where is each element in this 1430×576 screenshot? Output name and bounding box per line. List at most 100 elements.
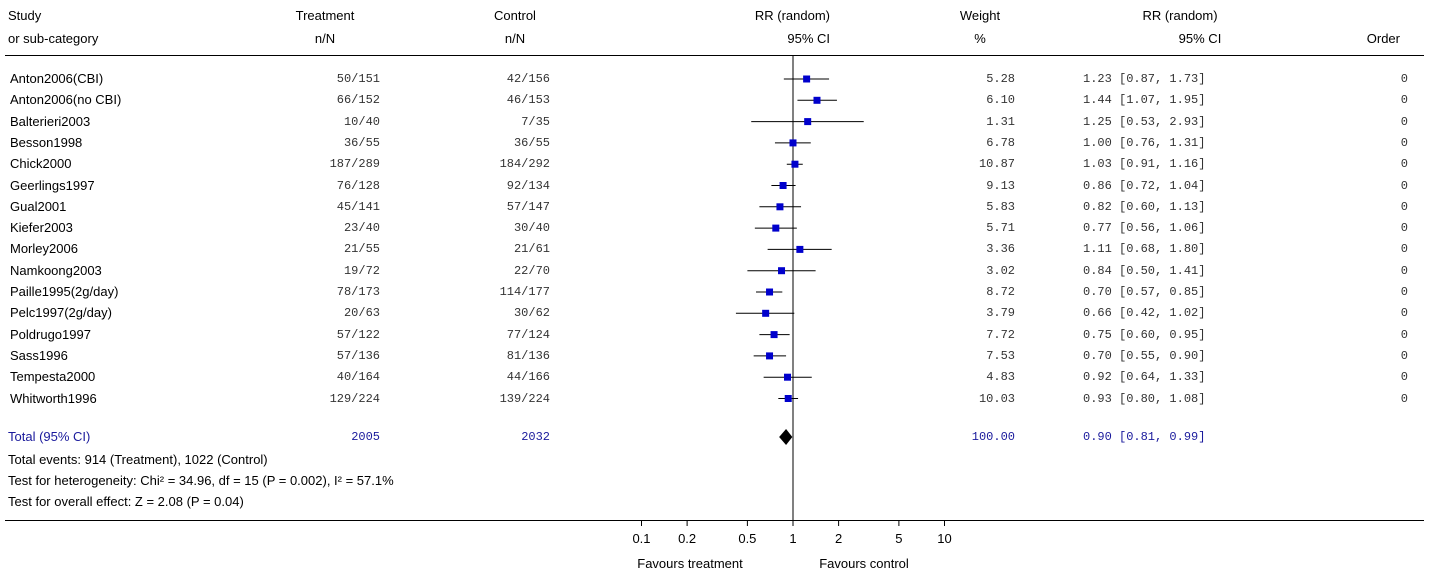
study-name: Anton2006(no CBI) (10, 92, 122, 108)
study-treatment: 19/72 (343, 263, 380, 278)
study-weight: 5.28 (986, 72, 1015, 86)
study-weight: 6.78 (986, 135, 1015, 150)
study-order: 0 (1400, 178, 1408, 193)
effect-marker (766, 288, 774, 296)
study-name: Gual2001 (10, 198, 67, 214)
effect-marker (772, 224, 780, 232)
study-order: 0 (1400, 370, 1408, 385)
favours-control-label: Favours control (819, 556, 909, 571)
study-weight: 7.53 (986, 348, 1015, 363)
study-name: Kiefer2003 (10, 220, 73, 236)
study-control: 30/62 (513, 306, 550, 321)
effect-marker (776, 203, 784, 211)
study-ci-text: 1.23 [0.87, 1.73] (1083, 72, 1206, 86)
study-ci-text: 1.03 [0.91, 1.16] (1083, 157, 1206, 172)
study-treatment: 20/63 (343, 306, 380, 321)
total-treatment: 2005 (351, 430, 380, 444)
study-order: 0 (1400, 285, 1408, 299)
study-name: Morley2006 (10, 241, 78, 257)
study-order: 0 (1400, 221, 1408, 236)
study-order: 0 (1400, 135, 1408, 150)
study-order: 0 (1400, 306, 1408, 321)
study-weight: 8.72 (986, 285, 1015, 299)
study-weight: 10.87 (978, 157, 1015, 172)
effect-marker (796, 245, 804, 253)
axis-tick-label: 0.1 (632, 531, 650, 546)
bottom-rule (5, 520, 1424, 521)
study-ci-text: 0.84 [0.50, 1.41] (1083, 263, 1206, 278)
study-weight: 3.79 (986, 306, 1015, 321)
study-order: 0 (1400, 391, 1408, 406)
study-name: Geerlings1997 (10, 177, 95, 193)
effect-marker (803, 75, 811, 83)
header-weight: Weight (959, 8, 1001, 23)
study-control: 46/153 (506, 93, 550, 108)
study-treatment: 21/55 (343, 242, 380, 257)
study-weight: 9.13 (986, 178, 1015, 193)
header-rr-plot-sub: 95% CI (787, 31, 830, 46)
effect-marker (791, 160, 799, 168)
study-weight: 1.31 (986, 114, 1015, 129)
favours-treatment-label: Favours treatment (637, 556, 743, 571)
study-treatment: 45/141 (336, 199, 380, 214)
axis-tick-label: 5 (895, 531, 902, 546)
study-treatment: 66/152 (336, 93, 380, 108)
study-ci-text: 1.44 [1.07, 1.95] (1083, 93, 1206, 108)
study-control: 139/224 (499, 391, 550, 406)
study-order: 0 (1400, 114, 1408, 129)
header-order: Order (1366, 31, 1400, 46)
study-name: Chick2000 (10, 156, 72, 172)
study-ci-text: 1.25 [0.53, 2.93] (1083, 114, 1206, 129)
study-weight: 10.03 (978, 391, 1015, 406)
footnote-events: Total events: 914 (Treatment), 1022 (Con… (8, 452, 268, 467)
study-control: 44/166 (506, 370, 550, 385)
axis-tick-label: 10 (937, 531, 951, 546)
header-rr-text-sub: 95% CI (1178, 31, 1222, 46)
study-name: Paille1995(2g/day) (10, 284, 119, 299)
study-order: 0 (1400, 242, 1408, 257)
study-order: 0 (1400, 327, 1408, 342)
study-name: Whitworth1996 (10, 390, 97, 406)
study-ci-text: 1.11 [0.68, 1.80] (1083, 242, 1206, 257)
study-ci-text: 0.86 [0.72, 1.04] (1083, 178, 1206, 193)
header-rule (5, 55, 1424, 56)
header-study: Study (8, 8, 42, 23)
study-weight: 3.36 (986, 242, 1015, 257)
study-order: 0 (1400, 263, 1408, 278)
effect-marker (789, 139, 797, 147)
header-study-sub: or sub-category (8, 31, 99, 46)
axis-tick-label: 1 (789, 531, 796, 546)
effect-marker (804, 118, 812, 126)
axis-tick-label: 0.2 (678, 531, 696, 546)
axis-tick-label: 2 (835, 531, 842, 546)
study-name: Sass1996 (10, 347, 68, 363)
total-label: Total (95% CI) (8, 429, 91, 444)
effect-marker (762, 309, 770, 317)
study-weight: 5.83 (986, 199, 1015, 214)
study-name: Poldrugo1997 (10, 326, 91, 342)
study-weight: 6.10 (986, 93, 1015, 108)
study-control: 42/156 (506, 72, 550, 86)
effect-marker (784, 395, 792, 402)
header-weight-sub: % (974, 31, 986, 46)
study-order: 0 (1400, 72, 1408, 86)
effect-marker (779, 182, 787, 189)
study-name: Namkoong2003 (10, 262, 102, 278)
header-treatment: Treatment (295, 8, 355, 23)
study-treatment: 23/40 (343, 221, 380, 236)
study-treatment: 57/136 (336, 348, 380, 363)
header-control-sub: n/N (504, 31, 526, 46)
study-order: 0 (1400, 93, 1408, 108)
effect-marker (770, 331, 778, 339)
study-control: 92/134 (506, 178, 550, 193)
study-treatment: 78/173 (336, 285, 380, 299)
footnote-overall-effect: Test for overall effect: Z = 2.08 (P = 0… (8, 494, 244, 509)
study-control: 22/70 (513, 263, 550, 278)
study-name: Balterieri2003 (10, 113, 91, 129)
effect-marker (766, 352, 774, 360)
total-weight: 100.00 (971, 430, 1015, 444)
study-treatment: 40/164 (336, 370, 380, 385)
study-ci-text: 0.93 [0.80, 1.08] (1083, 391, 1206, 406)
study-weight: 7.72 (986, 327, 1015, 342)
